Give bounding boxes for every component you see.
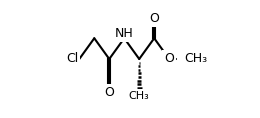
- Text: Cl: Cl: [66, 53, 78, 65]
- Text: O: O: [104, 86, 114, 99]
- Text: NH: NH: [115, 27, 134, 40]
- Text: CH₃: CH₃: [184, 53, 207, 65]
- Text: O: O: [164, 53, 174, 65]
- Text: O: O: [149, 12, 159, 25]
- Text: CH₃: CH₃: [129, 91, 150, 101]
